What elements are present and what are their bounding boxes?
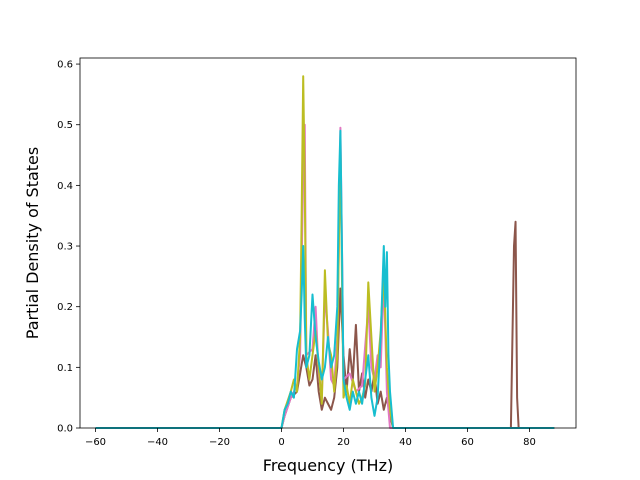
series-line-3 bbox=[95, 129, 555, 429]
y-tick-label: 0.1 bbox=[57, 363, 73, 374]
x-tick-label: −20 bbox=[209, 437, 230, 448]
x-tick-label: 20 bbox=[337, 437, 350, 448]
y-tick-label: 0.0 bbox=[57, 424, 73, 435]
x-axis-ticks: −60 −40 −20 0 20 40 60 80 bbox=[85, 428, 536, 448]
y-tick-label: 0.2 bbox=[57, 302, 73, 313]
y-tick-label: 0.5 bbox=[57, 120, 73, 131]
x-tick-label: 40 bbox=[399, 437, 412, 448]
y-axis-label: Partial Density of States bbox=[23, 147, 42, 339]
y-tick-label: 0.6 bbox=[57, 60, 73, 71]
x-tick-label: −60 bbox=[85, 437, 106, 448]
x-tick-label: 0 bbox=[278, 437, 284, 448]
plot-background bbox=[80, 58, 576, 428]
y-tick-label: 0.3 bbox=[57, 242, 73, 253]
plot-frame bbox=[79, 57, 577, 429]
y-axis-ticks: 0.0 0.1 0.2 0.3 0.4 0.5 0.6 bbox=[57, 60, 80, 435]
x-tick-label: −40 bbox=[147, 437, 168, 448]
x-tick-label: 80 bbox=[523, 437, 536, 448]
y-tick-label: 0.4 bbox=[57, 181, 73, 192]
x-tick-label: 60 bbox=[461, 437, 474, 448]
series-layer bbox=[95, 75, 555, 429]
x-axis-label: Frequency (THz) bbox=[263, 456, 393, 475]
